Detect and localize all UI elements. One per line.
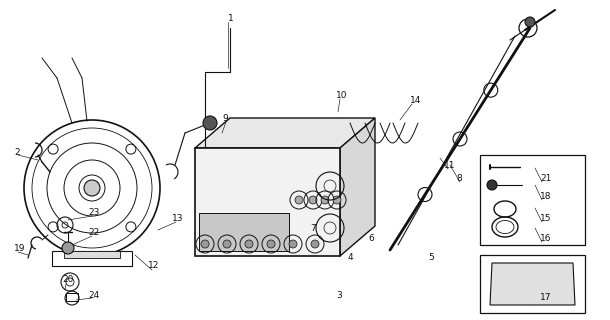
Circle shape: [309, 196, 317, 204]
Bar: [195, 148, 340, 256]
Text: 8: 8: [456, 173, 462, 182]
Bar: [52, 251, 132, 266]
Circle shape: [84, 180, 100, 196]
Bar: [64, 251, 120, 258]
Circle shape: [245, 240, 253, 248]
Text: 23: 23: [88, 207, 99, 217]
Circle shape: [333, 196, 341, 204]
Text: 15: 15: [540, 213, 551, 222]
Circle shape: [321, 196, 329, 204]
Text: 7: 7: [310, 223, 316, 233]
Text: 20: 20: [62, 276, 73, 284]
Text: 2: 2: [14, 148, 20, 156]
Text: 18: 18: [540, 191, 551, 201]
Text: 5: 5: [428, 253, 434, 262]
Circle shape: [201, 240, 209, 248]
Text: 19: 19: [14, 244, 26, 252]
Circle shape: [223, 240, 231, 248]
Bar: [66, 293, 78, 301]
Circle shape: [525, 17, 535, 27]
Polygon shape: [340, 118, 375, 256]
Text: 11: 11: [444, 161, 456, 170]
Text: 9: 9: [222, 114, 228, 123]
Bar: [480, 155, 585, 245]
Text: 24: 24: [88, 291, 99, 300]
Text: 1: 1: [228, 13, 234, 22]
Text: 12: 12: [148, 261, 159, 270]
Text: 17: 17: [540, 293, 551, 302]
Circle shape: [311, 240, 319, 248]
Text: 14: 14: [410, 95, 422, 105]
Circle shape: [295, 196, 303, 204]
Text: 13: 13: [172, 213, 184, 222]
Polygon shape: [490, 263, 575, 305]
Text: 3: 3: [336, 292, 342, 300]
Text: 6: 6: [368, 234, 374, 243]
Circle shape: [203, 116, 217, 130]
Circle shape: [487, 180, 497, 190]
Text: 10: 10: [336, 91, 348, 100]
Circle shape: [267, 240, 275, 248]
Bar: [199, 213, 289, 251]
Text: 4: 4: [348, 253, 354, 262]
Text: 16: 16: [540, 234, 551, 243]
Bar: [480, 255, 585, 313]
Polygon shape: [195, 118, 375, 148]
Circle shape: [62, 242, 74, 254]
Text: 22: 22: [88, 228, 99, 236]
Circle shape: [289, 240, 297, 248]
Text: 21: 21: [540, 173, 551, 182]
